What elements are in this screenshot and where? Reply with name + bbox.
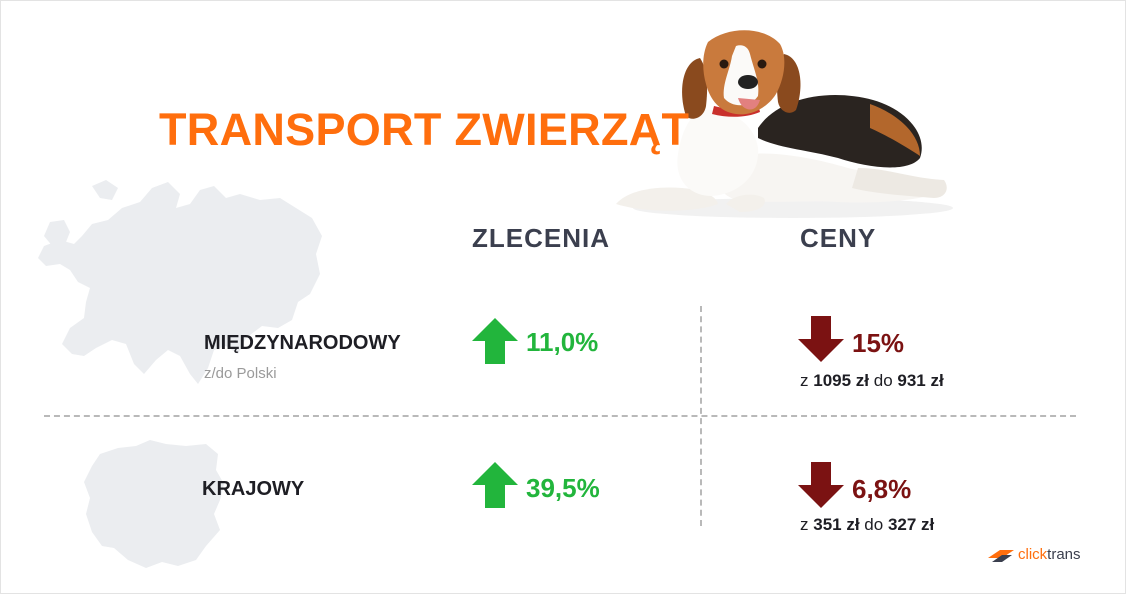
- row-sublabel-international: z/do Polski: [204, 365, 277, 382]
- arrow-down-icon: [798, 316, 844, 362]
- price-connector: do: [864, 515, 884, 534]
- price-from: 1095 zł: [813, 371, 869, 390]
- arrow-up-icon: [472, 462, 518, 508]
- price-change-domestic: 6,8%: [852, 474, 912, 504]
- price-to: 327 zł: [887, 515, 935, 534]
- price-to: 931 zł: [897, 371, 944, 390]
- clicktrans-logo: clicktrans: [988, 546, 1081, 563]
- page-title: TRANSPORT ZWIERZĄT: [159, 104, 690, 155]
- orders-change-domestic: 39,5%: [526, 473, 600, 503]
- price-from-prefix: z: [800, 515, 809, 534]
- price-from: 351 zł: [813, 515, 860, 534]
- beagle-dog-illustration: [616, 30, 953, 218]
- price-range-international: z 1095 zł do 931 zł: [800, 371, 944, 391]
- logo-text-part1: click: [1018, 546, 1048, 563]
- row-label-domestic: KRAJOWY: [202, 478, 305, 500]
- price-range-domestic: z 351 zł do 327 zł: [800, 515, 934, 535]
- column-header-orders: ZLECENIA: [472, 223, 610, 253]
- column-divider: [700, 306, 702, 526]
- europe-map-icon: [38, 180, 322, 384]
- row-label-international: MIĘDZYNARODOWY: [204, 332, 401, 354]
- clicktrans-logo-icon: [988, 549, 1014, 562]
- poland-map-icon: [84, 440, 224, 568]
- orders-change-international: 11,0%: [526, 327, 599, 357]
- price-connector: do: [873, 371, 893, 390]
- row-divider: [44, 415, 1076, 417]
- logo-text: clicktrans: [1018, 546, 1081, 563]
- price-change-international: 15%: [852, 328, 905, 358]
- arrow-up-icon: [472, 318, 518, 364]
- arrow-down-icon: [798, 462, 844, 508]
- logo-text-part2: trans: [1047, 546, 1081, 563]
- price-from-prefix: z: [800, 371, 809, 390]
- column-header-prices: CENY: [800, 223, 877, 253]
